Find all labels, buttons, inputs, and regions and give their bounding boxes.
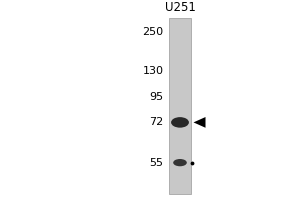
Polygon shape [194, 117, 206, 128]
Bar [169, 18, 190, 194]
Ellipse shape [171, 117, 189, 128]
Ellipse shape [173, 159, 187, 166]
Text: 95: 95 [149, 92, 164, 102]
Text: 55: 55 [149, 158, 164, 168]
Text: U251: U251 [165, 1, 195, 14]
Text: 130: 130 [142, 66, 164, 76]
Text: 250: 250 [142, 27, 164, 37]
Text: 72: 72 [149, 117, 164, 127]
